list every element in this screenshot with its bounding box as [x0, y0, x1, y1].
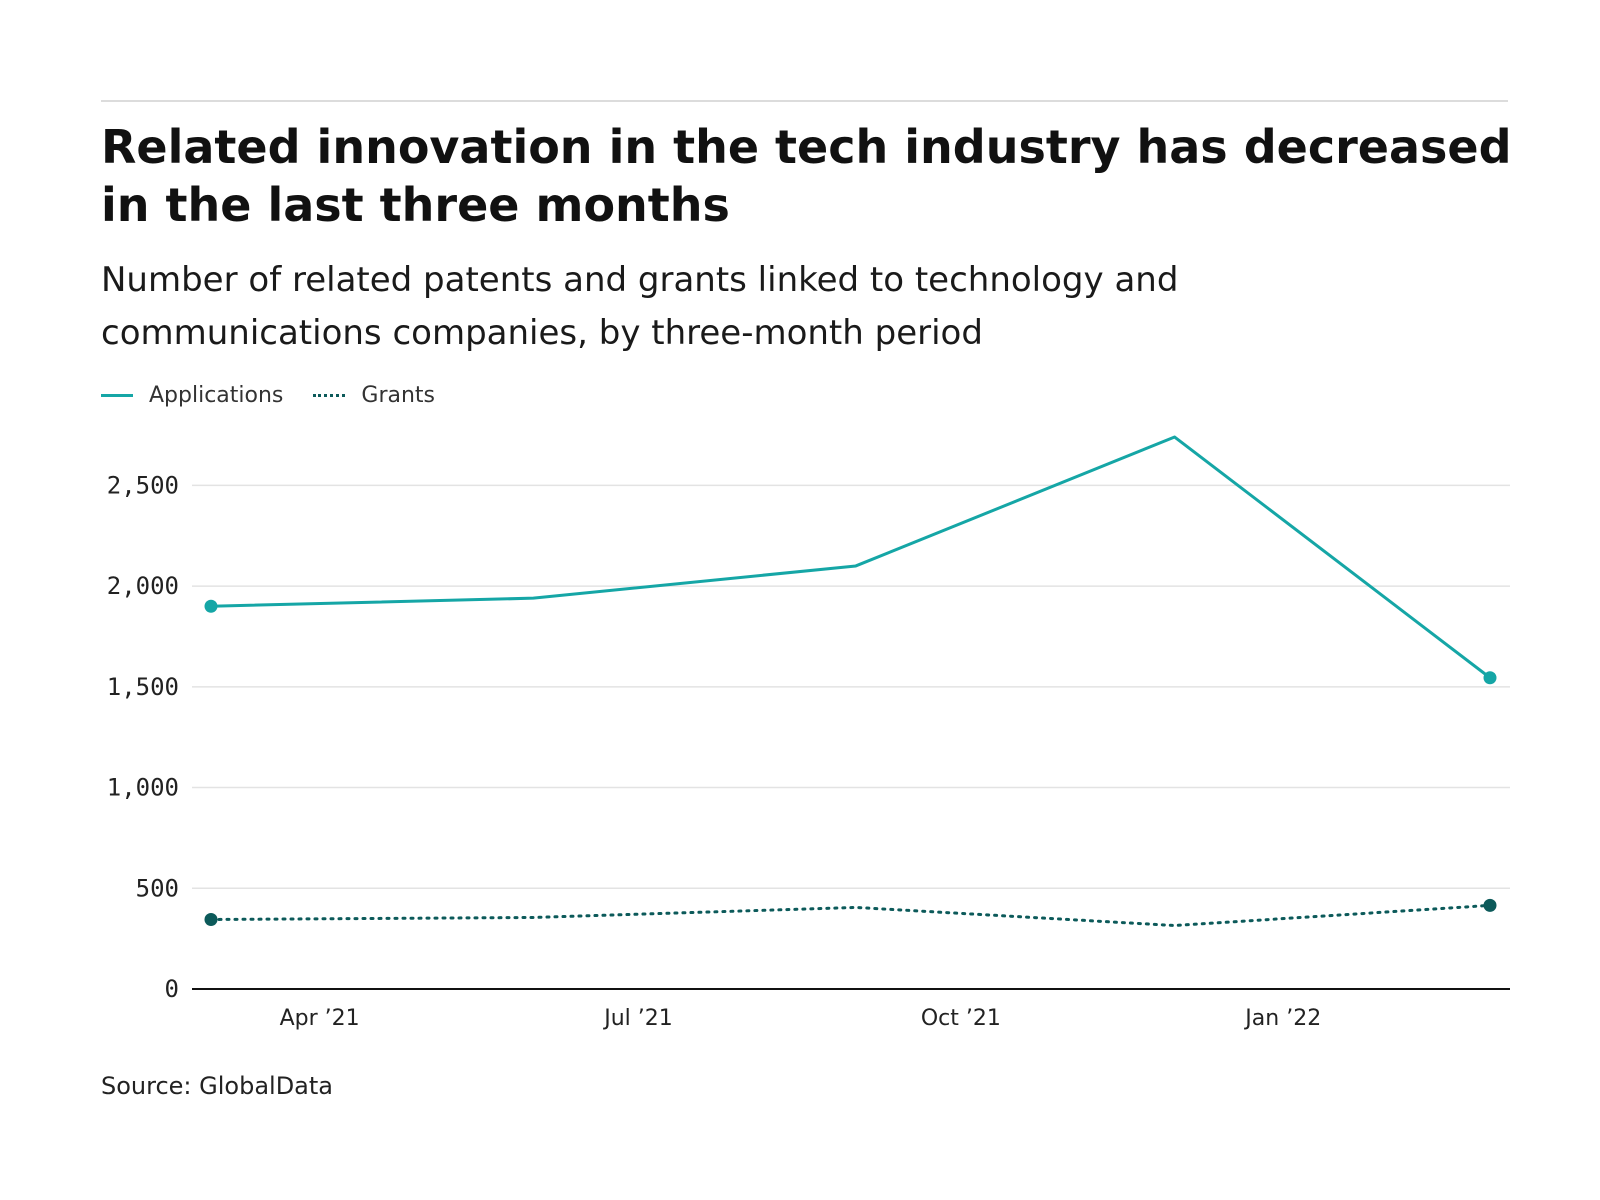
y-tick-label: 1,000 — [107, 774, 179, 802]
series-point-grants — [1483, 898, 1497, 912]
y-tick-label: 1,500 — [107, 673, 179, 701]
x-tick-label: Jan ’22 — [1243, 1006, 1321, 1031]
series-line-applications — [209, 435, 1492, 680]
chart-subtitle: Number of related patents and grants lin… — [101, 260, 1179, 353]
x-tick-label: Oct ’21 — [921, 1006, 1001, 1031]
series-point-grants — [204, 912, 218, 926]
legend-item-grants: Grants — [313, 383, 435, 408]
chart-title: Related innovation in the tech industry … — [101, 120, 1512, 232]
legend: Applications Grants — [101, 380, 465, 410]
legend-label-applications: Applications — [149, 382, 284, 408]
top-rule — [101, 100, 1508, 102]
source-note: Source: GlobalData — [101, 1072, 334, 1100]
series-line-grants — [209, 903, 1492, 928]
y-tick-label: 2,000 — [107, 572, 179, 600]
legend-item-applications: Applications — [101, 383, 283, 408]
series-group — [204, 435, 1497, 928]
series-point-applications — [1483, 671, 1497, 685]
legend-swatch-grants — [313, 393, 346, 397]
y-axis-ticks: 0 500 1,000 1,500 2,000 2,500 — [107, 471, 179, 1003]
series-point-applications — [204, 599, 218, 613]
gridlines — [192, 484, 1510, 890]
y-tick-label: 2,500 — [107, 471, 179, 499]
x-tick-label: Jul ’21 — [602, 1006, 673, 1031]
y-tick-label: 0 — [165, 975, 179, 1003]
legend-label-grants: Grants — [361, 382, 435, 408]
x-tick-label: Apr ’21 — [280, 1006, 360, 1031]
y-tick-label: 500 — [136, 874, 179, 902]
x-axis-ticks: Apr ’21 Jul ’21 Oct ’21 Jan ’22 — [280, 1006, 1322, 1031]
legend-swatch-applications — [101, 393, 133, 397]
